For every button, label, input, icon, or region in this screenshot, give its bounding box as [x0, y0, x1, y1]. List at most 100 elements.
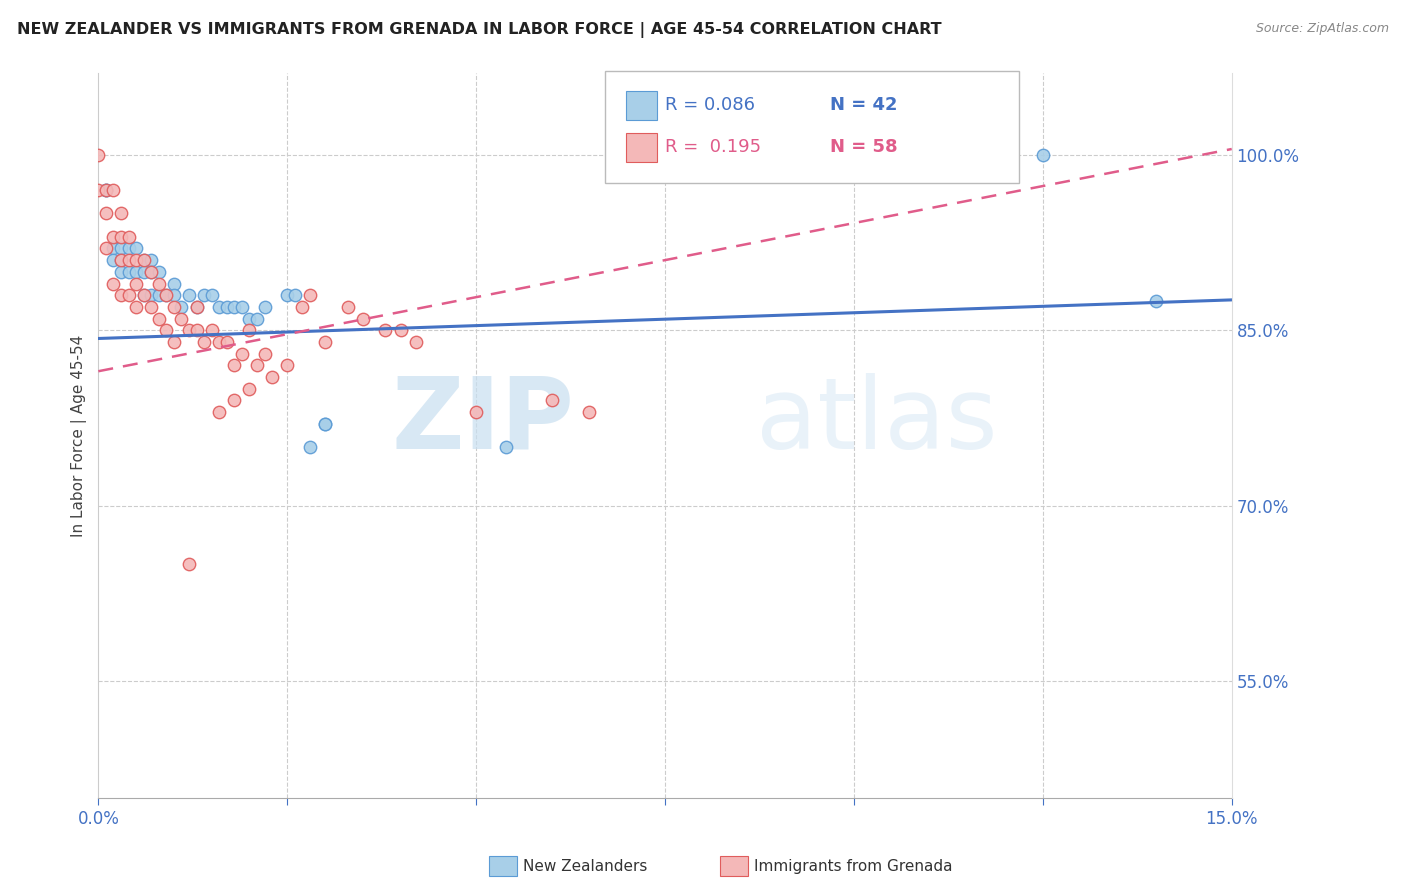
- Point: [224, 393, 246, 408]
- Point: [148, 311, 170, 326]
- Point: [155, 288, 177, 302]
- Point: [238, 311, 260, 326]
- Point: [141, 265, 163, 279]
- Point: [208, 334, 231, 349]
- Point: [291, 300, 314, 314]
- Point: [163, 277, 186, 291]
- Point: [276, 288, 298, 302]
- Point: [298, 440, 321, 454]
- Point: [94, 241, 117, 255]
- Point: [163, 300, 186, 314]
- Point: [231, 300, 253, 314]
- Point: [110, 265, 132, 279]
- Point: [110, 206, 132, 220]
- Point: [276, 359, 298, 373]
- Point: [117, 265, 139, 279]
- Point: [246, 311, 269, 326]
- Point: [103, 183, 125, 197]
- Point: [186, 323, 208, 337]
- Point: [94, 183, 117, 197]
- Point: [132, 288, 155, 302]
- Point: [208, 300, 231, 314]
- Point: [253, 347, 276, 361]
- Point: [314, 417, 336, 431]
- Point: [110, 241, 132, 255]
- Point: [465, 405, 488, 419]
- Point: [110, 229, 132, 244]
- Point: [103, 277, 125, 291]
- Point: [201, 288, 224, 302]
- Point: [94, 183, 117, 197]
- Point: [125, 265, 148, 279]
- Point: [110, 253, 132, 268]
- Point: [125, 277, 148, 291]
- Point: [117, 288, 139, 302]
- Point: [87, 183, 110, 197]
- Point: [163, 334, 186, 349]
- Text: NEW ZEALANDER VS IMMIGRANTS FROM GRENADA IN LABOR FORCE | AGE 45-54 CORRELATION : NEW ZEALANDER VS IMMIGRANTS FROM GRENADA…: [17, 22, 942, 38]
- Point: [132, 288, 155, 302]
- Point: [1032, 148, 1054, 162]
- Point: [215, 334, 238, 349]
- Point: [148, 265, 170, 279]
- Point: [117, 241, 139, 255]
- Point: [87, 148, 110, 162]
- Point: [94, 183, 117, 197]
- Point: [284, 288, 307, 302]
- Point: [336, 300, 359, 314]
- Point: [314, 417, 336, 431]
- Point: [141, 265, 163, 279]
- Point: [352, 311, 374, 326]
- Text: R = 0.086: R = 0.086: [665, 96, 755, 114]
- Point: [125, 253, 148, 268]
- Point: [389, 323, 412, 337]
- Point: [374, 323, 396, 337]
- Point: [405, 334, 427, 349]
- Point: [193, 334, 215, 349]
- Point: [125, 241, 148, 255]
- Point: [314, 334, 336, 349]
- Point: [117, 253, 139, 268]
- Point: [495, 440, 517, 454]
- Point: [110, 253, 132, 268]
- Point: [238, 323, 260, 337]
- Point: [215, 300, 238, 314]
- Point: [170, 300, 193, 314]
- Point: [170, 311, 193, 326]
- Point: [201, 323, 224, 337]
- Point: [132, 265, 155, 279]
- Point: [224, 300, 246, 314]
- Text: ZIP: ZIP: [391, 373, 575, 469]
- Point: [148, 288, 170, 302]
- Point: [155, 288, 177, 302]
- Point: [117, 229, 139, 244]
- Point: [262, 370, 284, 384]
- Point: [177, 288, 200, 302]
- Text: N = 58: N = 58: [830, 138, 897, 156]
- Point: [163, 288, 186, 302]
- Y-axis label: In Labor Force | Age 45-54: In Labor Force | Age 45-54: [72, 334, 87, 537]
- Point: [224, 359, 246, 373]
- Point: [253, 300, 276, 314]
- Point: [1144, 294, 1167, 309]
- Text: Source: ZipAtlas.com: Source: ZipAtlas.com: [1256, 22, 1389, 36]
- Point: [132, 253, 155, 268]
- Point: [103, 241, 125, 255]
- Point: [231, 347, 253, 361]
- Point: [125, 300, 148, 314]
- Point: [103, 229, 125, 244]
- Text: R =  0.195: R = 0.195: [665, 138, 761, 156]
- Text: Immigrants from Grenada: Immigrants from Grenada: [754, 859, 952, 873]
- Point: [177, 558, 200, 572]
- Text: atlas: atlas: [755, 373, 997, 469]
- Text: N = 42: N = 42: [830, 96, 897, 114]
- Point: [186, 300, 208, 314]
- Point: [186, 300, 208, 314]
- Point: [193, 288, 215, 302]
- Point: [208, 405, 231, 419]
- Point: [246, 359, 269, 373]
- Point: [148, 277, 170, 291]
- Point: [132, 253, 155, 268]
- Point: [177, 323, 200, 337]
- Point: [141, 300, 163, 314]
